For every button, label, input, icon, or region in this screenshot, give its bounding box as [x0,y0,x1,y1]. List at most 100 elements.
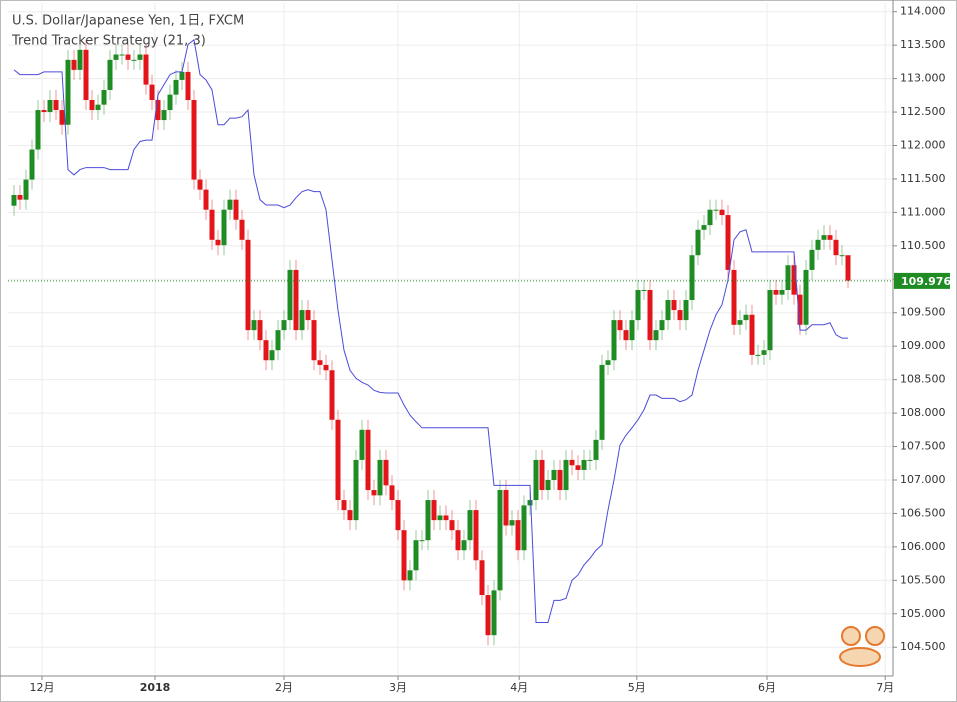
candle-body [497,490,503,591]
candle-body [743,314,749,321]
candle-body [41,110,47,113]
candle-body [227,199,233,210]
y-tick-label: 111.500 [900,172,946,185]
candle-body [647,289,653,341]
candle-body [149,84,155,101]
y-tick-label: 106.500 [900,506,946,519]
candle-body [143,54,149,85]
candle-body [329,370,335,420]
candle-body [737,320,743,325]
candle-body [185,71,191,101]
candle-body [701,225,707,230]
candle-body [113,54,119,60]
y-tick-label: 114.000 [900,5,946,18]
x-tick-label: 12月 [30,681,55,694]
candle-body [95,104,101,111]
candle-body [233,199,239,220]
candle-body [419,540,425,542]
candle-body [563,459,569,491]
candle-body [413,540,419,571]
y-tick-label: 113.500 [900,38,946,51]
candle-body [641,289,647,291]
candle-body [251,320,257,331]
candle-body [725,215,731,270]
candle-body [617,320,623,331]
candle-body [269,350,275,361]
candle-body [377,459,383,496]
candle-body [749,314,755,355]
candle-body [293,269,299,331]
candle-body [167,94,173,111]
candle-body [845,255,851,281]
candle-body [317,360,323,365]
candle-body [257,320,263,341]
overlay-name: Trend Tracker Strategy (21, 3) [11,34,206,49]
trend-line [13,38,848,623]
candle-body [503,490,509,526]
y-tick-label: 107.000 [900,473,946,486]
candle-body [179,71,185,80]
candle-body [827,235,833,240]
candle-body [59,110,65,125]
candle-body [299,310,305,331]
candle-body [707,209,713,226]
candle-body [623,330,629,341]
candle-body [491,590,497,636]
y-tick-label: 109.500 [900,306,946,319]
candle-body [665,300,671,321]
candle-body [755,354,761,356]
chart-title: U.S. Dollar/Japanese Yen, 1日, FXCM [12,14,244,29]
candle-body [545,479,551,491]
candle-body [209,209,215,240]
grid [8,3,893,676]
candle-body [689,255,695,301]
candle-body [101,89,107,105]
candle-body [527,500,533,506]
candle-body [311,320,317,361]
y-tick-label: 105.500 [900,573,946,586]
candle-body [371,490,377,496]
candle-body [17,194,23,200]
candle-body [353,459,359,521]
candle-body [197,179,203,190]
candle-body [593,439,599,460]
candle-body [47,100,53,113]
candle-body [461,540,467,551]
candle-body [335,419,341,501]
candle-body [137,54,143,60]
candle-body [125,54,131,60]
candle-body [797,294,803,325]
x-tick-label: 7月 [876,681,894,694]
candle-body [239,219,245,240]
y-tick-label: 109.000 [900,339,946,352]
candle-body [389,485,395,501]
candle-body [671,300,677,311]
candle-body [659,320,665,331]
candle-body [773,289,779,295]
y-tick-label: 107.500 [900,440,946,453]
candle-body [611,320,617,361]
candle-body [425,500,431,541]
candle-body [191,100,197,180]
candle-body [581,459,587,470]
candle-body [587,459,593,461]
x-tick-label: 4月 [510,681,528,694]
candle-body [221,209,227,246]
y-tick-label: 112.000 [900,138,946,151]
candle-body [695,229,701,256]
x-tick-label: 2月 [275,681,293,694]
candle-body [65,59,71,125]
candle-body [683,300,689,321]
candle-body [431,500,437,521]
x-tick-label: 6月 [758,681,776,694]
candle-body [287,269,293,321]
candle-body [263,340,269,361]
candle-body [629,320,635,341]
y-tick-label: 108.000 [900,406,946,419]
candle-body [203,189,209,210]
candle-body [29,149,35,180]
candle-body [557,469,563,491]
candle-body [77,49,83,70]
